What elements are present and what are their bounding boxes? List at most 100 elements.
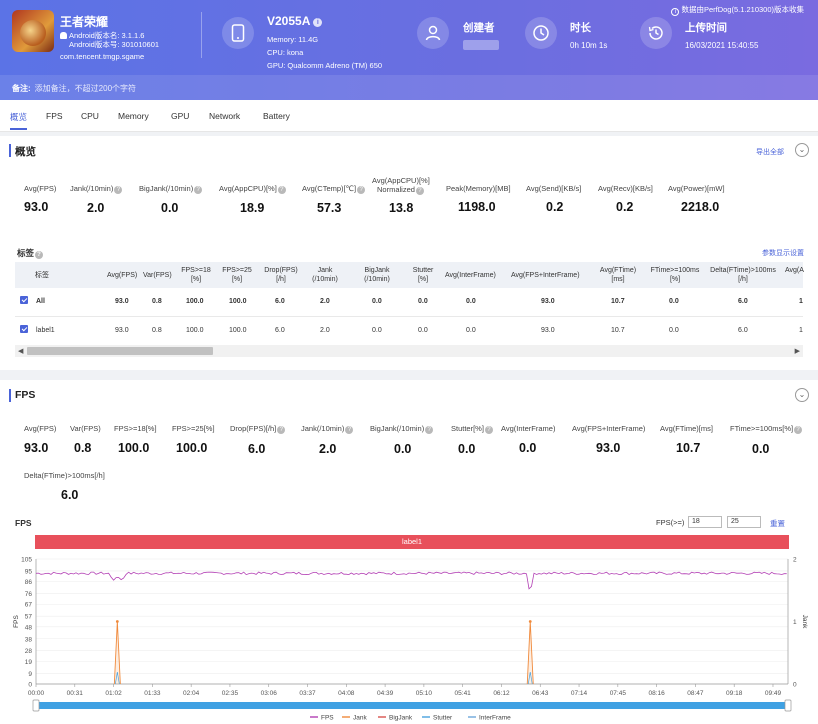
help-icon[interactable]: ? (277, 186, 286, 194)
y-left-tick-label: 57 (25, 614, 33, 621)
info-icon[interactable]: i (313, 18, 323, 27)
tab-cpu[interactable]: CPU (81, 111, 99, 121)
column-header[interactable]: Delta(FTime)>100ms [/h] (710, 267, 776, 283)
overview-metric: Avg(FPS) 93.0 (24, 184, 57, 214)
tab-battery[interactable]: Battery (263, 111, 290, 121)
export-all-button[interactable]: 导出全部 (756, 149, 784, 156)
y-left-tick-label: 86 (25, 579, 33, 586)
tab-fps[interactable]: FPS (46, 111, 63, 121)
fps-threshold-2-input[interactable]: 25 (727, 516, 761, 528)
overview-metric: Avg(Send)[KB/s] 0.2 (526, 184, 582, 214)
table-cell: 100.0 (186, 327, 204, 334)
y-left-tick-label: 0 (28, 682, 32, 689)
row-checkbox[interactable] (20, 325, 28, 333)
android-version-code: Android版本号: 301010601 (69, 40, 160, 49)
app-name: 王者荣耀 (60, 15, 109, 29)
tab-network[interactable]: Network (209, 111, 241, 121)
help-icon[interactable]: ? (415, 187, 424, 195)
row-checkbox[interactable] (20, 296, 28, 304)
labels-table-header: 标签 Avg(FPS) Var(FPS) FPS>=18 [%] FPS>=25… (15, 262, 804, 288)
x-tick-label: 05:41 (455, 690, 472, 697)
help-icon[interactable]: ? (35, 251, 44, 259)
scroll-left-icon[interactable]: ◀ (18, 348, 24, 355)
column-header[interactable]: FTime>=100ms [%] (650, 267, 700, 283)
help-icon[interactable]: ? (277, 426, 286, 434)
section-accent (9, 389, 11, 402)
android-icon (60, 32, 67, 39)
legend-item[interactable]: BigJank (389, 715, 413, 722)
help-icon[interactable]: ? (194, 186, 203, 194)
y-left-tick-label: 38 (25, 636, 33, 643)
time-range-slider (36, 702, 788, 709)
y-right-axis-label: Jank (801, 615, 808, 629)
table-cell: 0.0 (372, 298, 382, 305)
tab-bar: 概览 FPS CPU Memory GPU Network Battery (0, 100, 818, 132)
slider-handle-left[interactable] (32, 699, 40, 712)
history-icon (640, 17, 672, 49)
tab-gpu[interactable]: GPU (171, 111, 190, 121)
x-tick-label: 08:47 (687, 690, 704, 697)
data-source: i 数据由PerfDog(5.1.210300)版本收集 (671, 4, 804, 16)
column-header[interactable]: Jank (/10min) (312, 267, 338, 283)
help-icon[interactable]: ? (357, 186, 366, 194)
collapse-icon[interactable]: ⌄ (795, 388, 809, 402)
fps-metric: Var(FPS) 0.8 (70, 424, 101, 455)
tab-overview[interactable]: 概览 (10, 112, 28, 130)
table-cell: 0.0 (418, 327, 428, 334)
fps-series-line (35, 571, 787, 590)
table-cell: 93.0 (115, 327, 129, 334)
legend-item[interactable]: Jank (353, 715, 367, 722)
table-cell: 0.8 (152, 327, 162, 334)
column-header[interactable]: FPS>=25 [%] (222, 267, 252, 283)
column-header[interactable]: Avg(A (785, 267, 804, 274)
device-specs: Memory: 11.4G CPU: kona GPU: Qualcomm Ad… (267, 33, 382, 72)
table-cell: 1 (799, 327, 803, 334)
column-header[interactable]: BigJank (/10min) (364, 267, 390, 283)
help-icon[interactable]: ? (484, 426, 493, 434)
scroll-right-icon[interactable]: ▶ (794, 348, 800, 355)
user-icon (417, 17, 449, 49)
table-cell: 2.0 (320, 298, 330, 305)
tab-memory[interactable]: Memory (118, 111, 149, 121)
column-header[interactable]: Var(FPS) (143, 272, 172, 279)
jank-spike (113, 621, 121, 685)
help-icon[interactable]: ? (425, 426, 434, 434)
help-icon[interactable]: ? (345, 426, 354, 434)
column-header[interactable]: Drop(FPS) [/h] (264, 267, 298, 283)
legend-item[interactable]: FPS (321, 715, 334, 722)
android-version-name: Android版本名: 3.1.1.6 (69, 31, 145, 40)
legend-item[interactable]: Stutter (433, 715, 453, 722)
table-cell: 1 (799, 298, 803, 305)
row-label: All (36, 298, 45, 305)
column-header[interactable]: Avg(InterFrame) (445, 272, 496, 279)
note-bar[interactable]: 备注: 添加备注，不超过200个字符 (0, 75, 818, 100)
scrollbar-thumb[interactable] (27, 347, 213, 355)
slider-handle-right[interactable] (784, 699, 792, 712)
help-icon[interactable]: ? (114, 186, 123, 194)
column-header[interactable]: Avg(FTime) [ms] (599, 267, 637, 283)
table-cell: 93.0 (541, 327, 555, 334)
param-display-settings-link[interactable]: 参数显示设置 (762, 250, 804, 257)
fps-metric: BigJank(/10min)? 0.0 (370, 424, 434, 456)
column-header[interactable]: Avg(FPS) (107, 272, 138, 279)
y-right-tick-label: 1 (793, 619, 797, 626)
help-icon[interactable]: ? (794, 426, 803, 434)
table-horizontal-scrollbar[interactable]: ◀ ▶ (15, 345, 803, 357)
column-header[interactable]: FPS>=18 [%] (181, 267, 211, 283)
overview-metric: Avg(AppCPU)[%] Normalized? 13.8 (372, 176, 430, 215)
table-cell: 100.0 (229, 298, 247, 305)
fps-metric: FPS>=18[%] 100.0 (114, 424, 157, 455)
fps-threshold-1-input[interactable]: 18 (688, 516, 722, 528)
table-cell: 0.0 (466, 327, 476, 334)
fps-chart-title: FPS (15, 518, 32, 528)
label-band[interactable]: label1 (35, 535, 789, 549)
collapse-icon[interactable]: ⌄ (795, 143, 809, 157)
reset-button[interactable]: 重置 (770, 519, 785, 528)
column-header[interactable]: Stutter [%] (412, 267, 434, 283)
legend-item[interactable]: InterFrame (479, 715, 511, 722)
note-input[interactable]: 添加备注，不超过200个字符 (34, 84, 137, 93)
device-cpu: CPU: kona (267, 48, 304, 57)
y-right-tick-label: 0 (793, 682, 797, 689)
table-cell: 6.0 (738, 298, 748, 305)
column-header[interactable]: Avg(FPS+InterFrame) (511, 272, 580, 279)
